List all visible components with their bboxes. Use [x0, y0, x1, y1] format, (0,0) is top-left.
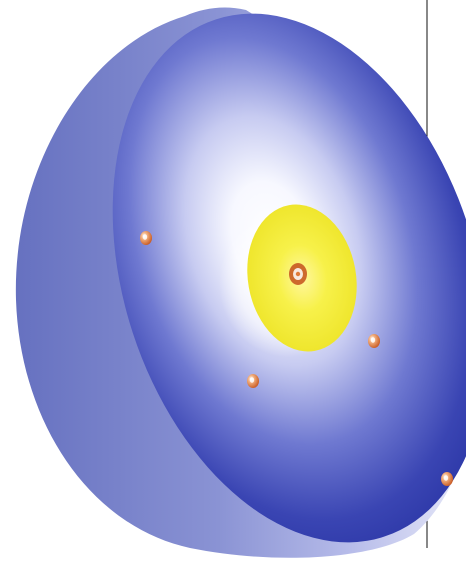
particles [140, 231, 453, 486]
particle [140, 231, 152, 245]
nucleus [289, 263, 307, 285]
particle [441, 472, 453, 486]
particle [247, 374, 259, 388]
particle [368, 334, 380, 348]
